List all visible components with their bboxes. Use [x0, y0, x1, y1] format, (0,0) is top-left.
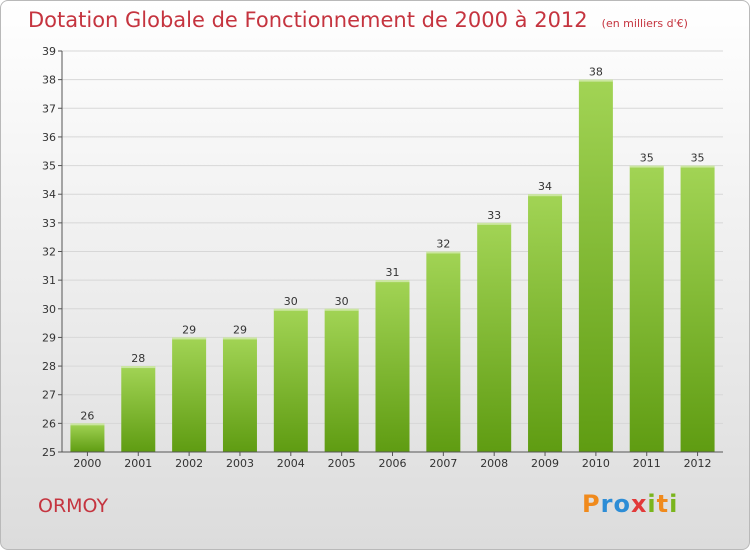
bar: [70, 423, 105, 452]
x-tick-label: 2003: [226, 457, 254, 470]
y-tick-label: 36: [42, 131, 56, 144]
logo-letter: P: [582, 490, 601, 518]
bar-highlight: [629, 165, 664, 168]
bar: [680, 165, 715, 453]
data-label: 30: [284, 295, 298, 308]
bar: [528, 194, 563, 452]
data-label: 38: [589, 66, 603, 79]
logo-letter: r: [600, 490, 614, 518]
y-tick-label: 32: [42, 246, 56, 259]
x-tick-label: 2004: [277, 457, 305, 470]
y-tick-label: 26: [42, 417, 56, 430]
y-tick-label: 31: [42, 274, 56, 287]
y-tick-label: 34: [42, 188, 56, 201]
y-tick-label: 38: [42, 74, 56, 87]
y-tick-label: 28: [42, 360, 56, 373]
bar-highlight: [121, 366, 156, 369]
unit-text: (en milliers d'€): [601, 17, 688, 30]
bar-highlight: [273, 308, 308, 311]
bar-highlight: [680, 165, 715, 168]
data-label: 28: [131, 352, 145, 365]
title-text: Dotation Globale de Fonctionnement de 20…: [28, 8, 588, 32]
data-label: 29: [182, 323, 196, 336]
x-tick-label: 2005: [328, 457, 356, 470]
chart-title: Dotation Globale de Fonctionnement de 20…: [28, 8, 688, 32]
bar: [578, 79, 613, 453]
bar-highlight: [324, 308, 359, 311]
commune-name: ORMOY: [38, 495, 109, 517]
bar-highlight: [578, 79, 613, 82]
x-tick-label: 2008: [480, 457, 508, 470]
x-tick-label: 2007: [429, 457, 457, 470]
data-label: 34: [538, 180, 552, 193]
proxiti-logo[interactable]: Proxiti: [582, 490, 678, 518]
y-tick-label: 29: [42, 331, 56, 344]
bar-highlight: [172, 337, 207, 340]
logo-letter: t: [656, 490, 670, 518]
bar-highlight: [70, 423, 105, 426]
x-tick-label: 2012: [684, 457, 712, 470]
y-tick-label: 30: [42, 303, 56, 316]
axes: 25 26 27 28 29 30 31 32 33 34 35 36 37 38 39 2000 2001 20…: [42, 45, 723, 470]
bar-highlight: [222, 337, 257, 340]
data-label: 29: [233, 323, 247, 336]
x-tick-label: 2001: [124, 457, 152, 470]
bar-highlight: [477, 222, 512, 225]
data-label: 35: [640, 152, 654, 165]
bars: [70, 79, 715, 453]
bar: [222, 337, 257, 452]
y-tick-label: 33: [42, 217, 56, 230]
data-label: 26: [80, 409, 94, 422]
x-tick-label: 2010: [582, 457, 610, 470]
logo-letter: i: [647, 490, 657, 518]
data-labels: 26 28 29 29 30 30 31 32 33 34 38 35 35: [80, 66, 704, 423]
bar: [629, 165, 664, 453]
logo-letter: o: [613, 490, 631, 518]
bar-highlight: [528, 194, 563, 197]
x-tick-label: 2006: [379, 457, 407, 470]
data-label: 31: [386, 266, 400, 279]
x-tick-label: 2011: [633, 457, 661, 470]
y-tick-label: 27: [42, 389, 56, 402]
data-label: 33: [487, 209, 501, 222]
logo-letter: i: [669, 490, 679, 518]
bar: [477, 222, 512, 452]
bar: [121, 366, 156, 452]
bar: [273, 308, 308, 452]
bar: [375, 280, 410, 452]
bar: [426, 251, 461, 452]
bar-highlight: [426, 251, 461, 254]
y-tick-label: 37: [42, 102, 56, 115]
bar-highlight: [375, 280, 410, 283]
data-label: 32: [436, 238, 450, 251]
x-tick-label: 2002: [175, 457, 203, 470]
y-tick-label: 39: [42, 45, 56, 58]
x-tick-label: 2009: [531, 457, 559, 470]
data-label: 30: [335, 295, 349, 308]
bar: [172, 337, 207, 452]
y-tick-label: 25: [42, 446, 56, 459]
logo-letter: x: [630, 490, 648, 518]
bar: [324, 308, 359, 452]
x-tick-label: 2000: [73, 457, 101, 470]
y-tick-label: 35: [42, 160, 56, 173]
data-label: 35: [691, 152, 705, 165]
